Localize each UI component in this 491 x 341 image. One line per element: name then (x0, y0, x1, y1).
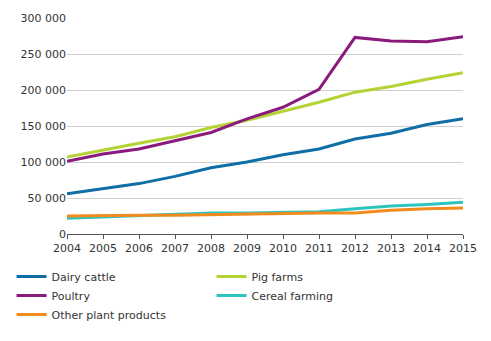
svg-text:0: 0 (59, 228, 66, 241)
svg-text:Poultry: Poultry (52, 290, 91, 303)
svg-text:250 000: 250 000 (21, 48, 67, 61)
svg-text:Other plant products: Other plant products (52, 309, 167, 322)
svg-text:Dairy cattle: Dairy cattle (52, 271, 116, 284)
svg-text:150 000: 150 000 (21, 120, 67, 133)
svg-text:2004: 2004 (53, 242, 81, 255)
svg-text:Cereal farming: Cereal farming (252, 290, 333, 303)
svg-text:2014: 2014 (413, 242, 441, 255)
svg-text:2013: 2013 (377, 242, 405, 255)
svg-text:2006: 2006 (125, 242, 153, 255)
svg-text:50 000: 50 000 (28, 192, 67, 205)
svg-text:2009: 2009 (233, 242, 261, 255)
svg-text:2007: 2007 (161, 242, 189, 255)
svg-text:2012: 2012 (341, 242, 369, 255)
svg-text:200 000: 200 000 (21, 84, 67, 97)
svg-text:100 000: 100 000 (21, 156, 67, 169)
svg-text:300 000: 300 000 (21, 12, 67, 25)
svg-text:2010: 2010 (269, 242, 297, 255)
svg-text:2005: 2005 (89, 242, 117, 255)
svg-text:Pig farms: Pig farms (252, 271, 304, 284)
svg-text:2008: 2008 (197, 242, 225, 255)
svg-text:2015: 2015 (449, 242, 477, 255)
svg-text:2011: 2011 (305, 242, 333, 255)
